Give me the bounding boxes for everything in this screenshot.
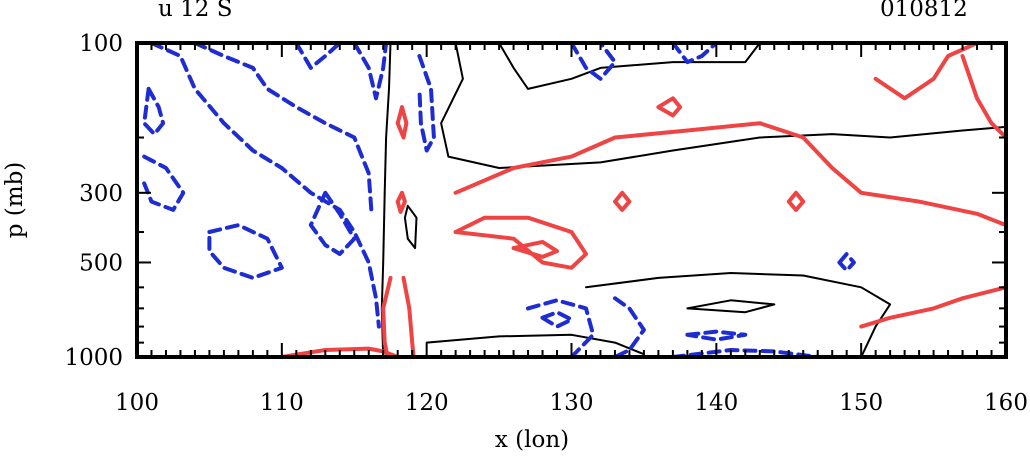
- plot-frame: [135, 41, 1008, 359]
- contour-dashed-2-6: [308, 190, 357, 256]
- x-tick-label: 160: [984, 390, 1028, 416]
- contour-solid-0-2: [498, 43, 761, 90]
- contour-dashed-2-7: [352, 43, 389, 101]
- y-tick-label: 1000: [64, 345, 123, 371]
- contour-dashed-2-2: [142, 86, 166, 137]
- axis-tick-labels: 100 110 120 130 140 150 160 100 300 500 1000: [64, 31, 1028, 416]
- contour-solid-1-1: [453, 215, 588, 270]
- contour-dashed-2-9: [526, 298, 596, 357]
- y-tick-label: 100: [79, 31, 123, 57]
- contour-dashed-2-1: [192, 43, 374, 216]
- contour-solid-1-11: [656, 96, 683, 118]
- x-tick-label: 130: [550, 390, 594, 416]
- y-tick-label: 300: [79, 181, 123, 207]
- y-axis-title: p (mb): [2, 162, 28, 239]
- contour-solid-1-6: [395, 190, 407, 214]
- contour-solid-1-0: [453, 121, 1006, 228]
- contour-dashed-2-11: [613, 296, 646, 357]
- y-tick-label: 500: [79, 250, 123, 276]
- x-axis-title: x (lon): [495, 427, 569, 453]
- contour-solid-1-5: [395, 105, 409, 140]
- contour-dashed-2-4: [207, 223, 284, 280]
- contour-dashed-2-0: [149, 43, 381, 329]
- x-tick-label: 110: [260, 390, 304, 416]
- contour-layer: [142, 43, 1006, 357]
- contour-solid-0-1: [440, 43, 1006, 169]
- contour-dashed-2-3: [142, 154, 186, 212]
- contour-solid-1-3: [381, 275, 393, 357]
- contour-solid-1-10: [960, 54, 1006, 140]
- contour-solid-0-5: [686, 299, 776, 314]
- contour-solid-0-6: [403, 204, 418, 250]
- contour-solid-1-8: [859, 285, 1006, 329]
- contour-solid-1-13: [613, 190, 632, 212]
- x-tick-label: 150: [839, 390, 883, 416]
- contour-dashed-2-5: [294, 43, 342, 70]
- contour-dashed-2-12: [685, 329, 748, 342]
- x-tick-label: 140: [694, 390, 738, 416]
- contour-solid-1-9: [873, 43, 979, 101]
- contour-dashed-2-15: [670, 43, 719, 65]
- contour-dashed-2-10: [540, 310, 574, 329]
- chart-title-right: 010812: [880, 0, 968, 22]
- contour-solid-1-12: [786, 190, 806, 212]
- contour-dashed-2-16: [837, 252, 856, 273]
- contour-solid-1-2: [511, 239, 559, 259]
- x-tick-label: 100: [115, 390, 159, 416]
- contour-dashed-2-14: [569, 43, 617, 81]
- x-tick-label: 120: [405, 390, 449, 416]
- chart-title-left: u 12 S: [158, 0, 233, 22]
- contour-solid-1-4: [401, 275, 416, 357]
- contour-dashed-2-8: [417, 54, 436, 153]
- contour-solid-0-4: [425, 333, 645, 356]
